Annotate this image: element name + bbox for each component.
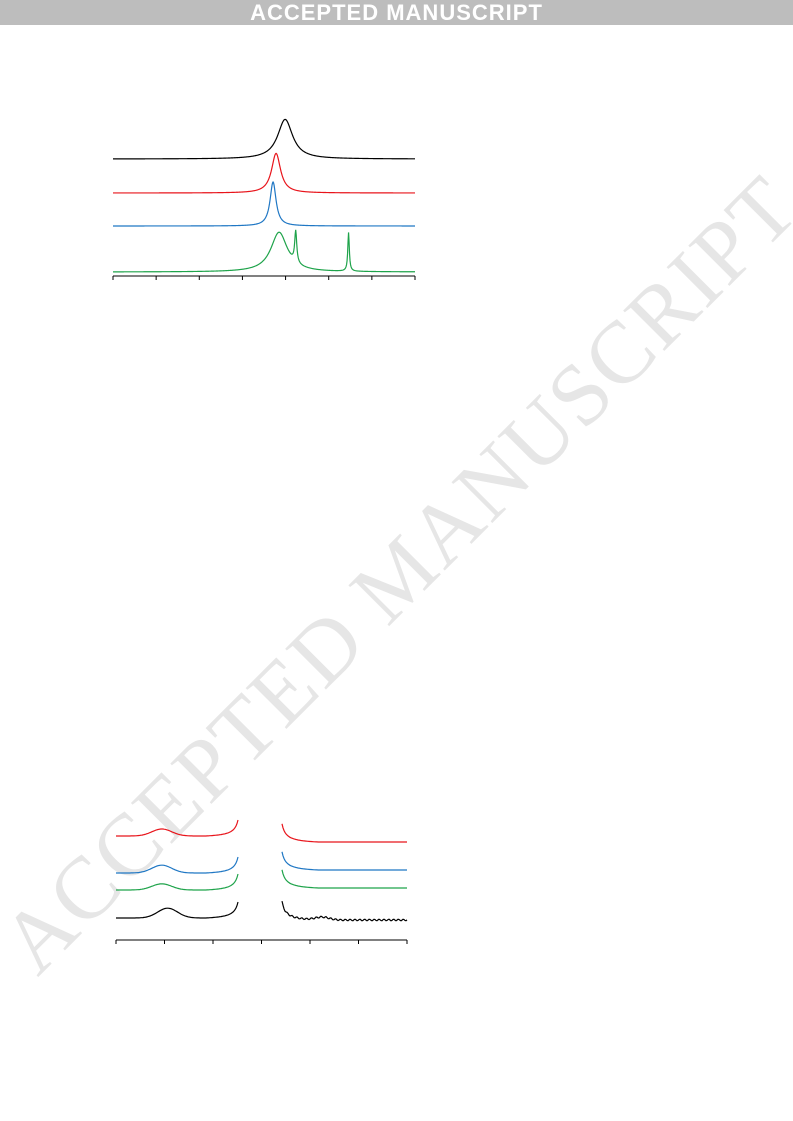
spectrum-line-red-left xyxy=(116,819,239,837)
spectrum-line-blue-left xyxy=(116,856,239,874)
banner-text: ACCEPTED MANUSCRIPT xyxy=(250,0,543,25)
spectrum-line-blue xyxy=(113,180,415,227)
spectrum-line-red-right xyxy=(281,823,407,843)
bottom-spectra-figure xyxy=(115,819,408,944)
spectrum-line-black xyxy=(113,118,415,160)
accepted-manuscript-banner: ACCEPTED MANUSCRIPT xyxy=(0,0,793,25)
spectrum-line-green-left xyxy=(116,873,239,891)
spectrum-line-green xyxy=(113,229,415,273)
spectrum-line-black-left xyxy=(116,901,239,919)
spectrum-line-green-right xyxy=(281,869,407,889)
spectrum-line-red xyxy=(113,152,415,194)
spectrum-line-blue-right xyxy=(281,851,407,871)
spectrum-line-black-right xyxy=(281,900,408,922)
top-spectra-figure xyxy=(112,118,416,280)
